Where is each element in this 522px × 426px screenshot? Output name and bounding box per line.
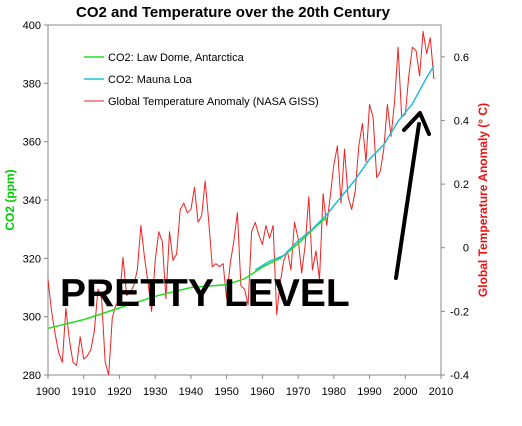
plot-area (47, 24, 442, 376)
x-tick-label: 1920 (107, 386, 131, 398)
x-tick-label: 1990 (357, 386, 381, 398)
annotation-text: PRETTY LEVEL (60, 272, 350, 315)
series-line-law-dome (47, 216, 328, 330)
legend-label-mauna-loa: CO2: Mauna Loa (108, 74, 193, 86)
left-tick-label: 320 (23, 253, 41, 265)
right-tick-label: -0.4 (450, 370, 469, 382)
right-tick-label: 0.2 (454, 179, 469, 191)
right-tick-label: 0.6 (454, 52, 469, 64)
x-tick-label: 1970 (286, 386, 310, 398)
x-tick-label: 1900 (36, 386, 60, 398)
left-tick-label: 300 (23, 312, 41, 324)
left-tick-label: 280 (23, 370, 41, 382)
x-tick-label: 1930 (143, 386, 167, 398)
left-tick-label: 400 (23, 20, 41, 32)
chart-title: CO2 and Temperature over the 20th Centur… (76, 4, 391, 21)
right-tick-label: 0 (463, 243, 469, 255)
x-tick-label: 1980 (322, 386, 346, 398)
x-axis: 1900 1910 1920 1930 1940 1950 1960 1970 1980 1990… (36, 375, 453, 398)
legend-label-law-dome: CO2: Law Dome, Antarctica (108, 52, 245, 64)
series-layer (47, 30, 435, 376)
right-axis-label: Global Temperature Anomaly (° C) (476, 103, 490, 297)
annotation-arrow (394, 111, 431, 280)
x-tick-label: 2000 (393, 386, 417, 398)
legend: CO2: Law Dome, Antarctica CO2: Mauna Loa… (84, 52, 319, 108)
x-tick-label: 1960 (250, 386, 274, 398)
x-tick-label: 1910 (71, 386, 95, 398)
series-line-temperature (47, 30, 435, 376)
x-tick-label: 1940 (179, 386, 203, 398)
right-tick-label: 0.4 (454, 115, 469, 127)
left-tick-label: 360 (23, 137, 41, 149)
left-axis-label: CO2 (ppm) (3, 169, 17, 230)
x-tick-label: 2010 (429, 386, 453, 398)
left-axis: 280 300 320 340 360 380 400 (23, 20, 48, 382)
legend-label-temperature: Global Temperature Anomaly (NASA GISS) (108, 96, 319, 108)
right-axis: -0.4 -0.2 0 0.2 0.4 0.6 (441, 52, 469, 382)
left-tick-label: 380 (23, 78, 41, 90)
x-tick-label: 1950 (214, 386, 238, 398)
right-tick-label: -0.2 (450, 306, 469, 318)
left-tick-label: 340 (23, 195, 41, 207)
series-line-mauna-loa (254, 65, 435, 271)
